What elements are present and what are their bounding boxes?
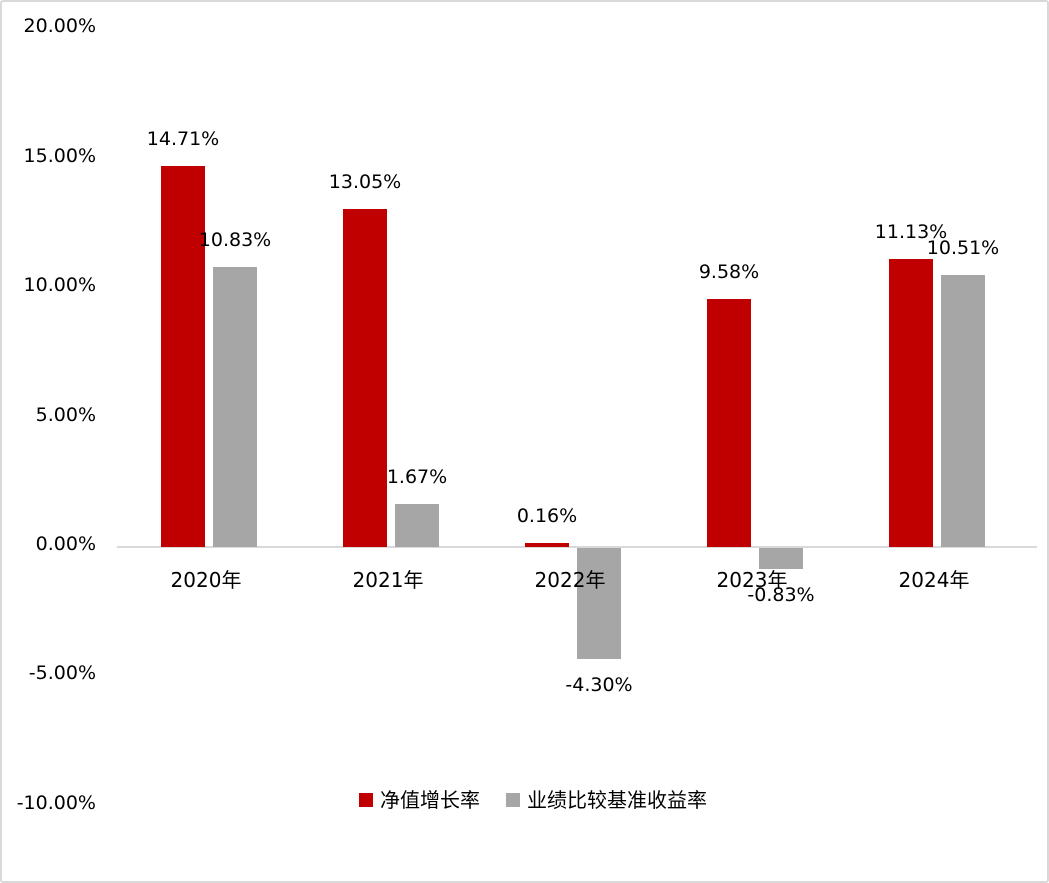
legend-label: 业绩比较基准收益率 <box>527 788 707 812</box>
x-axis-category-label: 2021年 <box>352 568 424 592</box>
data-label-net-value-growth-rate: 14.71% <box>146 128 220 151</box>
x-axis-category-label: 2022年 <box>534 568 606 592</box>
x-axis-zero-line <box>117 546 1037 548</box>
bar-net-value-growth-rate <box>343 209 387 547</box>
y-axis-tick-label: 10.00% <box>23 274 96 297</box>
x-axis-category-label: 2023年 <box>716 568 788 592</box>
y-axis-tick-label: -10.00% <box>16 791 96 814</box>
x-axis-category-label: 2020年 <box>170 568 242 592</box>
data-label-benchmark-return-rate: -4.30% <box>565 674 633 697</box>
y-axis-tick-label: 15.00% <box>23 144 96 167</box>
data-label-benchmark-return-rate: -0.83% <box>747 584 815 607</box>
bar-net-value-growth-rate <box>525 542 569 547</box>
data-label-benchmark-return-rate: 10.83% <box>198 228 272 251</box>
legend-swatch-icon <box>359 793 373 807</box>
bar-benchmark-return-rate <box>941 275 985 547</box>
data-label-net-value-growth-rate: 0.16% <box>516 504 578 527</box>
y-axis-tick-label: 20.00% <box>23 15 96 38</box>
legend-item-net-value-growth-rate: 净值增长率 <box>359 788 480 812</box>
bar-benchmark-return-rate <box>577 548 621 660</box>
y-axis-tick-label: 0.00% <box>35 533 96 555</box>
bar-net-value-growth-rate <box>161 166 205 547</box>
bar-benchmark-return-rate <box>395 503 439 547</box>
bar-benchmark-return-rate <box>759 548 803 570</box>
bar-net-value-growth-rate <box>707 299 751 547</box>
data-label-benchmark-return-rate: 10.51% <box>926 237 1000 259</box>
legend-swatch-icon <box>506 793 520 807</box>
y-axis-tick-label: 5.00% <box>35 403 96 426</box>
legend-item-benchmark-return-rate: 业绩比较基准收益率 <box>506 788 707 812</box>
data-label-net-value-growth-rate: 9.58% <box>698 261 760 284</box>
bar-net-value-growth-rate <box>889 258 933 547</box>
bar-benchmark-return-rate <box>213 266 257 547</box>
data-label-benchmark-return-rate: 1.67% <box>386 465 448 488</box>
x-axis-category-label: 2024年 <box>898 568 970 592</box>
data-label-net-value-growth-rate: 13.05% <box>328 171 402 194</box>
legend-label: 净值增长率 <box>380 788 480 812</box>
chart-legend: 净值增长率 业绩比较基准收益率 <box>359 788 707 812</box>
y-axis-tick-label: -5.00% <box>28 662 96 685</box>
data-label-net-value-growth-rate: 11.13% <box>874 220 948 243</box>
